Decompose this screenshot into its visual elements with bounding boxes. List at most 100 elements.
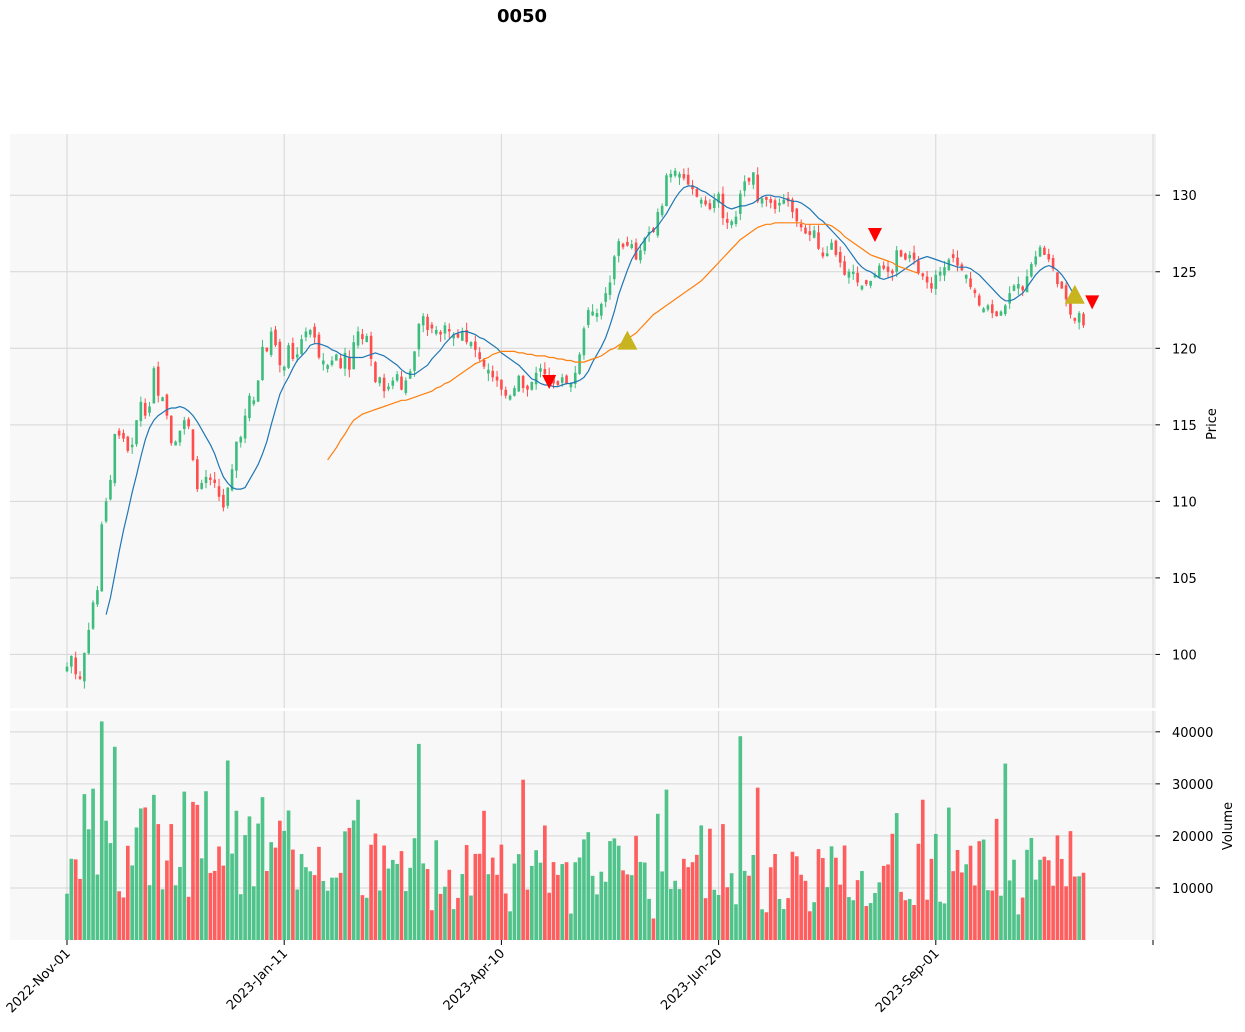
volume-bar	[182, 791, 187, 940]
volume-bar	[629, 875, 634, 940]
volume-bar	[447, 869, 452, 940]
candle-body	[678, 173, 681, 178]
volume-bar	[894, 813, 899, 940]
volume-bar	[764, 912, 769, 940]
volume-tick-label: 10000	[1172, 882, 1213, 897]
volume-bar	[104, 820, 108, 940]
volume-bar	[608, 841, 612, 940]
volume-bar	[438, 893, 443, 940]
candle-body	[660, 205, 664, 216]
candle-body	[830, 242, 833, 250]
candle-body	[586, 310, 590, 325]
candle-body	[156, 366, 160, 396]
volume-bar	[881, 865, 886, 940]
volume-bar	[490, 857, 495, 940]
candle-body	[126, 436, 130, 451]
candle-body	[673, 170, 677, 176]
volume-tick-label: 30000	[1172, 778, 1213, 793]
volume-bar	[1059, 858, 1064, 940]
candle-body	[691, 185, 694, 190]
volume-bar	[473, 853, 478, 940]
candle-body	[165, 394, 169, 416]
candle-body	[695, 188, 699, 197]
volume-bar	[386, 868, 391, 940]
candle-body	[187, 419, 190, 427]
candle-body	[782, 199, 786, 204]
candle-body	[87, 629, 91, 654]
volume-bar	[343, 831, 347, 940]
volume-bar	[217, 846, 221, 940]
candle-body	[361, 334, 364, 340]
volume-bar	[599, 871, 604, 940]
candle-body	[109, 479, 112, 500]
candle-body	[864, 280, 868, 285]
candle-body	[930, 283, 933, 289]
candle-body	[608, 282, 612, 295]
candle-body	[799, 223, 803, 228]
candle-body	[313, 326, 316, 338]
candle-body	[135, 420, 138, 445]
candle-body	[886, 266, 890, 272]
volume-bar	[807, 911, 812, 940]
volume-bar	[117, 891, 121, 940]
volume-bar	[251, 886, 256, 940]
volume-bar	[525, 889, 530, 940]
candle-body	[517, 375, 521, 392]
x-tick-label: 2023-Jan-11	[224, 946, 291, 1013]
candle-body	[256, 380, 260, 402]
candle-body	[104, 501, 108, 522]
candle-body	[100, 524, 104, 592]
volume-bar	[260, 797, 265, 940]
candle-body	[326, 365, 329, 369]
candle-body	[917, 260, 920, 274]
candle-body	[374, 362, 377, 382]
candle-body	[222, 494, 225, 508]
volume-bar	[925, 899, 929, 940]
candle-body	[352, 342, 356, 370]
volume-bars	[65, 721, 1086, 940]
candle-body	[838, 252, 842, 263]
candle-body	[130, 444, 134, 448]
volume-bar	[899, 891, 903, 940]
candle-body	[348, 356, 351, 370]
volume-bar	[1077, 876, 1081, 940]
volume-bar	[486, 874, 491, 940]
price-tick-label: 110	[1172, 495, 1197, 510]
volume-bar	[547, 892, 552, 940]
candle-body	[430, 324, 434, 329]
volume-bar	[586, 832, 591, 940]
volume-bar	[1051, 885, 1055, 940]
candle-body	[921, 273, 925, 277]
volume-bar	[369, 844, 373, 940]
candle-body	[686, 174, 690, 185]
candle-body	[317, 334, 321, 358]
volume-bar	[325, 890, 330, 940]
candle-body	[995, 311, 998, 317]
candle-body	[117, 430, 121, 436]
candle-body	[495, 376, 499, 381]
candle-body	[78, 676, 82, 679]
candle-body	[990, 304, 994, 314]
candle-body	[560, 377, 564, 383]
volume-bar	[577, 857, 582, 940]
price-tick-label: 115	[1172, 419, 1197, 434]
candle-body	[891, 270, 894, 274]
volume-bar	[82, 794, 87, 940]
volume-bar	[886, 864, 890, 940]
volume-bar	[590, 875, 595, 940]
candle-body	[1073, 317, 1077, 321]
candle-body	[1025, 276, 1029, 293]
candle-body	[369, 335, 373, 360]
candle-body	[817, 232, 820, 249]
volume-bar	[282, 830, 287, 940]
candle-body	[456, 333, 460, 338]
volume-tick-label: 40000	[1172, 726, 1213, 741]
candle-body	[395, 374, 399, 381]
candle-body	[938, 271, 942, 276]
volume-bar	[603, 881, 608, 940]
volume-bar	[638, 861, 643, 940]
candle-body	[604, 293, 607, 302]
candle-body	[847, 271, 851, 278]
volume-bar	[221, 865, 226, 940]
candle-body	[539, 368, 542, 372]
